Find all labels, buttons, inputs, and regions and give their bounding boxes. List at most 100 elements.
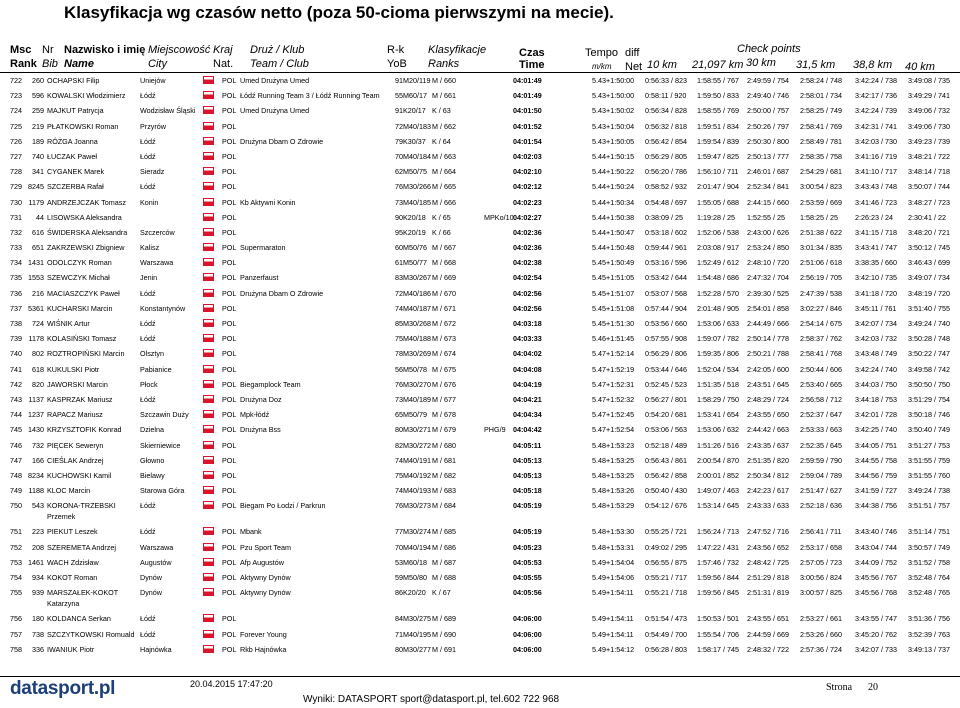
- col-header: Check points: [737, 43, 801, 55]
- bib: 651: [32, 243, 44, 253]
- result-row: SZCZYTKOWSKI Romuald 757 738 Łódź POL Forever…: [0, 627, 960, 642]
- city: Konstantynów: [140, 303, 186, 313]
- time: 04:02:03: [513, 151, 542, 161]
- rank: 745: [10, 425, 22, 435]
- split-time: 1:50:53 / 501: [697, 614, 739, 624]
- yob: 76: [395, 379, 403, 389]
- result-row: LISOWSKA Aleksandra 731 44 POL 90 K20/18 K / 6…: [0, 210, 960, 225]
- split-time: 3:42:07 / 734: [855, 319, 897, 328]
- split-time: 0:56:28 / 803: [645, 644, 687, 654]
- nat: POL: [222, 136, 237, 146]
- city: Łódź: [140, 288, 156, 298]
- bib: 44: [36, 212, 44, 222]
- yob: 61: [395, 258, 403, 268]
- age-rank: M50/79: [403, 410, 427, 420]
- class-rank: M / 679: [432, 425, 456, 435]
- yob: 90: [395, 212, 403, 222]
- yob: 73: [395, 394, 403, 404]
- team: Łódź Running Team 3 / Łódź Running Team: [240, 91, 380, 101]
- age-rank: M30/273: [403, 501, 431, 511]
- team: Rkb Hajnówka: [240, 644, 287, 654]
- split-time: 2:53:33 / 663: [800, 425, 842, 435]
- name: CIEŚLAK Andrzej: [47, 455, 104, 465]
- split-time: 2:51:38 / 622: [800, 227, 842, 237]
- class-rank: M / 675: [432, 364, 456, 374]
- flag-icon: [203, 136, 214, 145]
- diff: +1:53:30: [606, 527, 635, 537]
- split-time: 3:44:03 / 750: [855, 379, 897, 389]
- split-time: 1:59:47 / 825: [697, 151, 739, 161]
- split-time: 3:48:27 / 723: [908, 197, 950, 207]
- age-rank: M40/194: [403, 542, 431, 552]
- time: 04:05:19: [513, 501, 542, 511]
- bib: 802: [32, 349, 44, 359]
- diff: +1:50:04: [606, 121, 635, 131]
- nat: POL: [222, 410, 237, 420]
- rank: 748: [10, 470, 22, 480]
- class-rank: M / 690: [432, 629, 456, 639]
- rank: 744: [10, 410, 22, 420]
- class-rank: M / 670: [432, 288, 456, 298]
- pace: 5.49: [592, 644, 606, 654]
- name: KUKULSKI Piotr: [47, 364, 100, 374]
- city: Jenin: [140, 273, 158, 283]
- time: 04:02:27: [513, 212, 542, 222]
- nat: POL: [222, 121, 237, 131]
- split-time: 3:51:29 / 754: [908, 394, 950, 404]
- name: KOWALSKI Włodzimierz: [47, 91, 126, 101]
- nat: POL: [222, 573, 237, 582]
- flag-icon: [203, 288, 214, 297]
- pace: 5.44: [592, 197, 606, 207]
- result-row: KRZYSZTOFIK Konrad 745 1430 Dzielna POL Druży…: [0, 422, 960, 437]
- diff: +1:53:23: [606, 440, 635, 450]
- col-header: 40 km: [905, 61, 935, 73]
- bib: 1461: [28, 557, 44, 567]
- city: Olsztyn: [140, 349, 164, 359]
- city: Łódź: [140, 182, 156, 192]
- city: Łódź: [140, 334, 156, 344]
- yob: 71: [395, 629, 403, 639]
- class-rank: M / 677: [432, 394, 456, 404]
- yob: 75: [395, 334, 403, 344]
- split-time: 1:55:54 / 706: [697, 629, 739, 639]
- split-time: 0:54:49 / 700: [645, 629, 687, 639]
- diff: +1:52:45: [606, 410, 635, 420]
- split-time: 3:49:06 / 730: [908, 121, 950, 131]
- team: Afp Augustów: [240, 557, 284, 567]
- city: Szczerców: [140, 227, 175, 237]
- split-time: 2:54:01 / 858: [747, 303, 789, 313]
- split-time: 3:52:48 / 764: [908, 573, 950, 582]
- yob: 62: [395, 167, 403, 177]
- split-time: 3:41:46 / 723: [855, 197, 897, 207]
- flag-icon: [203, 573, 214, 581]
- yob: 72: [395, 288, 403, 298]
- result-row: KASPRZAK Mariusz 743 1137 Łódź POL Drużyna Do…: [0, 392, 960, 407]
- footer-rule: [0, 676, 960, 677]
- rank: 740: [10, 349, 22, 359]
- split-time: 2:50:14 / 778: [747, 334, 789, 344]
- class-rank: K / 63: [432, 106, 451, 116]
- nat: POL: [222, 440, 237, 450]
- nat: POL: [222, 106, 237, 116]
- split-time: 3:43:04 / 744: [855, 542, 897, 552]
- split-time: 2:50:34 / 812: [747, 470, 789, 480]
- class-rank: M / 671: [432, 303, 456, 313]
- city: Wodzisław Śląski: [140, 106, 196, 116]
- split-time: 2:56:19 / 705: [800, 273, 842, 283]
- flag-icon: [203, 455, 214, 464]
- pace: 5.49: [592, 573, 606, 582]
- city: Łódź: [140, 394, 156, 404]
- split-time: 2:52:34 / 841: [747, 182, 789, 192]
- split-time: 1:59:56 / 844: [697, 573, 739, 582]
- flag-icon: [203, 151, 214, 160]
- nat: POL: [222, 588, 237, 598]
- split-time: 2:01:48 / 905: [697, 303, 739, 313]
- age-rank: M40/195: [403, 629, 431, 639]
- nat: POL: [222, 303, 237, 313]
- time: 04:04:08: [513, 364, 542, 374]
- flag-icon: [203, 106, 214, 115]
- result-row: ŁUCZAK Paweł 727 740 Łódź POL 70 M40/184 M / 66…: [0, 149, 960, 164]
- split-time: 3:51:40 / 755: [908, 303, 950, 313]
- yob: 73: [395, 197, 403, 207]
- city: Augustów: [140, 557, 172, 567]
